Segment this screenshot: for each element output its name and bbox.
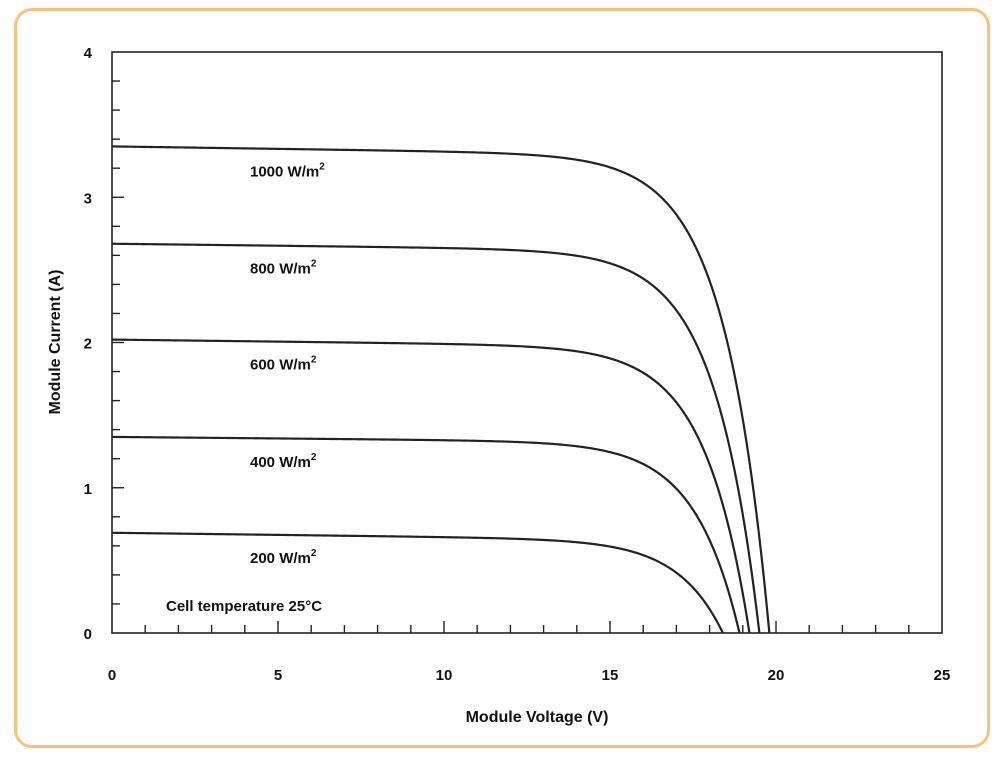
y-axis-title: Module Current (A) (47, 270, 64, 415)
x-axis-title: Module Voltage (V) (466, 709, 609, 726)
iv-curve-4 (111, 531, 724, 634)
labels: 0 5 10 15 20 25 0 1 2 3 4 1000 W/m2 800 W/m2 600 W/m2… (84, 45, 951, 684)
series-label: 800 W/m2 (250, 259, 317, 278)
y-tick-label: 1 (84, 481, 92, 498)
x-tick-label: 0 (108, 667, 116, 684)
x-tick-label: 25 (934, 667, 951, 684)
y-tick-label: 2 (84, 336, 92, 353)
iv-curve-0 (111, 145, 771, 634)
curves (111, 145, 771, 634)
y-tick-label: 0 (84, 626, 92, 643)
series-label: 400 W/m2 (250, 452, 317, 471)
x-tick-label: 5 (274, 667, 282, 684)
iv-curve-2 (111, 338, 751, 634)
x-tick-label: 10 (436, 667, 453, 684)
x-tick-label: 15 (602, 667, 619, 684)
series-label: 600 W/m2 (250, 355, 317, 374)
iv-curve-3 (111, 435, 741, 634)
y-tick-label: 4 (84, 45, 93, 62)
plot-area (111, 51, 943, 634)
cell-temperature-annotation: Cell temperature 25°C (166, 598, 322, 615)
series-label: 200 W/m2 (250, 548, 317, 567)
iv-curve-1 (111, 242, 761, 634)
axis-ticks (112, 80, 910, 633)
x-tick-label: 20 (768, 667, 785, 684)
series-label: 1000 W/m2 (250, 161, 325, 180)
y-tick-label: 3 (84, 190, 92, 207)
